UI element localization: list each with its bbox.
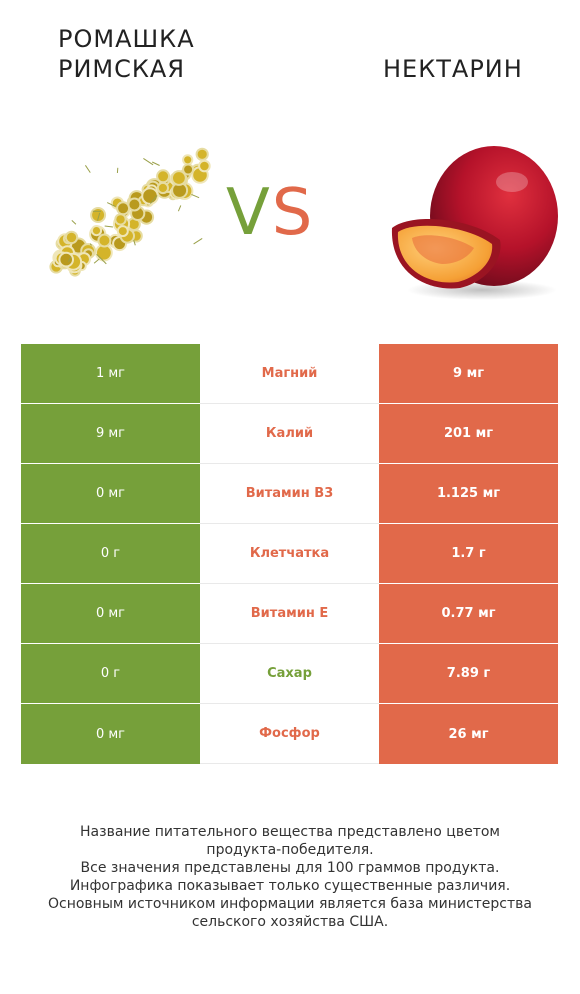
nectarine-image bbox=[391, 146, 558, 300]
nutrient-label: Клетчатка bbox=[200, 524, 379, 584]
nutrient-label: Витамин E bbox=[200, 584, 379, 644]
left-value: 0 г bbox=[21, 524, 200, 584]
nutrient-label: Сахар bbox=[200, 644, 379, 704]
footnote: Название питательного вещества представл… bbox=[20, 823, 560, 931]
comparison-table: 1 мг Магний 9 мг 9 мг Калий 201 мг 0 мг … bbox=[21, 344, 558, 764]
nutrient-label: Калий bbox=[200, 404, 379, 464]
left-food-title-line1: Ромашка bbox=[58, 25, 195, 53]
chamomile-image bbox=[49, 147, 211, 277]
table-row: 1 мг Магний 9 мг bbox=[21, 344, 558, 404]
footnote-line: Все значения представлены для 100 граммо… bbox=[80, 860, 500, 876]
right-value: 1.7 г bbox=[379, 524, 558, 584]
table-row: 0 г Сахар 7.89 г bbox=[21, 644, 558, 704]
left-value: 0 мг bbox=[21, 584, 200, 644]
nutrient-label: Фосфор bbox=[200, 704, 379, 764]
right-value: 9 мг bbox=[379, 344, 558, 404]
right-value: 1.125 мг bbox=[379, 464, 558, 524]
left-value: 1 мг bbox=[21, 344, 200, 404]
table-row: 0 мг Витамин B3 1.125 мг bbox=[21, 464, 558, 524]
right-value: 0.77 мг bbox=[379, 584, 558, 644]
vs-v: V bbox=[226, 176, 272, 250]
nutrient-label: Магний bbox=[200, 344, 379, 404]
right-value: 7.89 г bbox=[379, 644, 558, 704]
left-value: 0 мг bbox=[21, 704, 200, 764]
table-row: 0 мг Фосфор 26 мг bbox=[21, 704, 558, 764]
right-value: 201 мг bbox=[379, 404, 558, 464]
left-value: 0 мг bbox=[21, 464, 200, 524]
footnote-line: Основным источником информации является … bbox=[48, 896, 532, 912]
footnote-line: Инфографика показывает только существенн… bbox=[69, 878, 511, 894]
vs-label: VS bbox=[226, 168, 314, 258]
footnote-line: продукта-победителя. bbox=[206, 842, 374, 858]
nutrient-label: Витамин B3 bbox=[200, 464, 379, 524]
left-value: 9 мг bbox=[21, 404, 200, 464]
vs-s: S bbox=[271, 176, 315, 250]
left-food-title-line2: римская bbox=[58, 55, 186, 83]
table-row: 9 мг Калий 201 мг bbox=[21, 404, 558, 464]
right-value: 26 мг bbox=[379, 704, 558, 764]
footnote-line: Название питательного вещества представл… bbox=[80, 824, 500, 840]
table-row: 0 мг Витамин E 0.77 мг bbox=[21, 584, 558, 644]
left-value: 0 г bbox=[21, 644, 200, 704]
left-food-title: Ромашка римская bbox=[58, 24, 258, 84]
footnote-line: сельского хозяйства США. bbox=[191, 914, 389, 930]
table-row: 0 г Клетчатка 1.7 г bbox=[21, 524, 558, 584]
right-food-title: Нектарин bbox=[383, 55, 523, 83]
